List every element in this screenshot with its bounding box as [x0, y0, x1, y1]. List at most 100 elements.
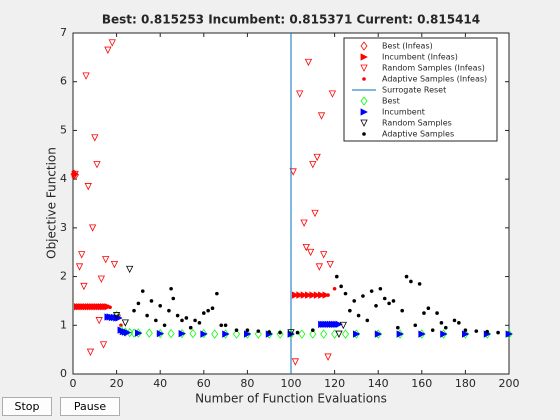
point [374, 304, 378, 308]
point [167, 328, 175, 339]
point [343, 291, 348, 296]
point [361, 294, 365, 298]
point [132, 308, 136, 313]
y-tick-label: 7 [60, 26, 67, 39]
point [80, 282, 88, 291]
point [396, 325, 400, 330]
point [439, 321, 444, 325]
point [356, 313, 361, 318]
y-tick-label: 6 [60, 75, 67, 88]
point [435, 311, 439, 315]
point [339, 321, 347, 330]
point [348, 308, 352, 313]
y-tick-label: 0 [60, 367, 67, 380]
point [108, 305, 112, 310]
point [276, 329, 284, 339]
point [295, 293, 300, 297]
stop-button[interactable]: Stop [2, 397, 52, 416]
legend-swatch [360, 119, 368, 127]
point [320, 329, 328, 339]
point [289, 168, 297, 176]
point [188, 325, 193, 330]
legend-swatch [360, 41, 368, 51]
point [110, 260, 119, 269]
point [295, 330, 300, 335]
point [162, 323, 167, 328]
point [184, 316, 189, 320]
point [369, 289, 374, 293]
point [93, 305, 97, 310]
point [302, 243, 310, 252]
x-tick-label: 180 [455, 377, 476, 390]
point [97, 275, 105, 283]
point [396, 330, 404, 338]
point [234, 328, 239, 332]
point [317, 112, 326, 120]
x-tick-label: 140 [368, 377, 389, 390]
point [178, 329, 186, 338]
point [102, 256, 110, 264]
y-tick-label: 2 [60, 270, 67, 283]
point [211, 329, 219, 339]
point [82, 72, 90, 80]
point [291, 291, 300, 299]
point [400, 308, 404, 313]
point [335, 320, 343, 328]
point [308, 293, 313, 297]
point [84, 305, 88, 310]
y-axis-label: Objective Function [45, 147, 59, 259]
point [93, 161, 101, 169]
x-tick-label: 40 [153, 377, 167, 390]
legend-label: Incumbent [382, 108, 425, 117]
legend-swatch [360, 96, 368, 106]
point [256, 329, 261, 333]
point [417, 282, 422, 286]
x-tick-label: 160 [411, 377, 432, 390]
pause-button[interactable]: Pause [60, 397, 120, 416]
point [496, 330, 500, 335]
legend-label: Incumbent (Infeas) [382, 53, 458, 62]
legend-swatch [360, 64, 368, 72]
point [326, 260, 334, 269]
legend-label: Random Samples (Infeas) [382, 64, 485, 73]
legend-label: Best [382, 97, 400, 106]
legend-swatch [360, 53, 368, 61]
point [378, 286, 383, 291]
point [304, 58, 313, 67]
point [311, 328, 315, 332]
legend: Best (Infeas) Incumbent (Infeas) Random Sa… [343, 37, 498, 142]
point [136, 301, 141, 306]
point [88, 224, 97, 232]
chart-title: Best: 0.815253 Incumbent: 0.815371 Curre… [102, 13, 480, 27]
point [485, 329, 490, 334]
legend-label: Best (Infeas) [382, 42, 433, 51]
point [75, 305, 80, 310]
point [452, 318, 457, 323]
point [317, 293, 322, 297]
point [124, 328, 132, 337]
point [219, 323, 224, 328]
point [440, 330, 448, 338]
point [88, 304, 93, 309]
point [145, 313, 149, 318]
point [140, 289, 145, 293]
point [309, 161, 317, 169]
point [79, 304, 84, 308]
point [222, 330, 230, 338]
y-tick-label: 1 [60, 318, 67, 331]
point [313, 153, 321, 162]
point [328, 90, 337, 98]
legend-swatch [360, 108, 368, 116]
point [119, 323, 123, 328]
point [463, 328, 468, 332]
point [197, 321, 202, 325]
point [474, 329, 479, 333]
point [342, 329, 349, 339]
y-tick-label: 3 [60, 221, 67, 234]
legend-label: Adaptive Samples [382, 130, 454, 139]
point [145, 328, 153, 338]
legend-swatch [362, 77, 366, 81]
point [193, 318, 197, 323]
